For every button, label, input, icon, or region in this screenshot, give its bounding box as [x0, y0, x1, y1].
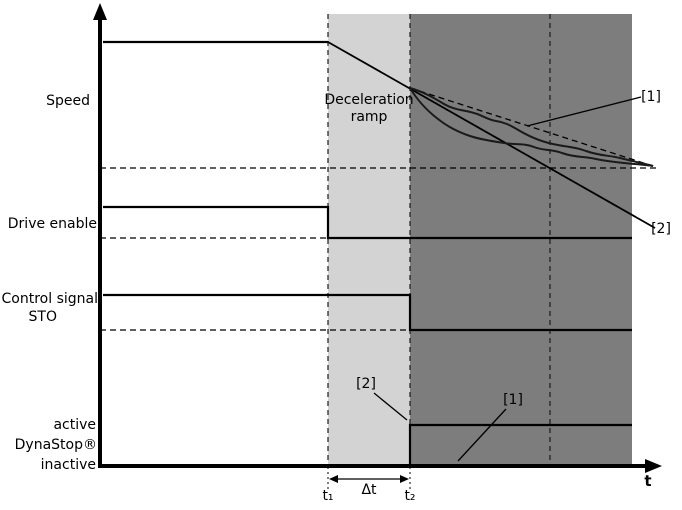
drive-enable-trace: [100, 205, 632, 240]
t2-label: t₂: [404, 488, 415, 504]
time-axis-label: t: [644, 472, 651, 490]
speed-label: Speed: [46, 93, 90, 109]
sto-line: [103, 293, 632, 332]
reference-labels: [1] [2] [2] [1]: [356, 89, 671, 408]
dynastop-active-line: [408, 423, 632, 464]
deceleration-ramp-region: [328, 14, 410, 466]
ref2-right-label: [2]: [651, 221, 671, 237]
ref2-bottom-label: [2]: [356, 376, 376, 392]
drive-enable-line: [103, 205, 632, 240]
delta-t-arrow-right-icon: [400, 475, 409, 483]
sto-trace: [100, 293, 632, 332]
t1-label: t₁: [322, 488, 333, 504]
axes: [93, 3, 662, 473]
ref1-top-leader-line: [526, 96, 642, 127]
ref1-top-label: [1]: [641, 89, 661, 105]
mean-deceleration-dashed-line: [409, 87, 654, 167]
control-signal-label: Control signal: [2, 291, 98, 307]
region-labels: Deceleration ramp: [324, 92, 413, 125]
drive-enable-label: Drive enable: [8, 216, 97, 232]
dynastop-label: DynaStop®: [15, 437, 97, 453]
delta-t-arrow-left-icon: [329, 475, 338, 483]
speed-traces: [100, 40, 657, 229]
dynastop-active-label: active: [53, 417, 96, 433]
y-axis-arrow-icon: [93, 3, 107, 20]
ref2-bottom-leader-line: [373, 392, 408, 421]
sto-label: STO: [29, 309, 57, 325]
ref1-bottom-leader-line: [457, 408, 507, 462]
x-axis-arrow-icon: [645, 459, 662, 473]
dynastop-trace: [408, 423, 632, 464]
deceleration-ramp-label-line1: Deceleration: [324, 92, 413, 108]
speed-curve-1-upper: [409, 87, 654, 167]
delta-t-label: Δt: [361, 482, 377, 498]
row-labels: Speed Drive enable Control signal STO ac…: [2, 93, 98, 473]
deceleration-ramp-label-line2: ramp: [351, 109, 388, 125]
after-t2-region: [410, 14, 632, 466]
deceleration-ramp-line: [327, 41, 656, 229]
dynastop-inactive-label: inactive: [41, 457, 96, 473]
speed-curve-2-lower: [409, 87, 654, 167]
reference-leaders: [373, 96, 642, 462]
axis-labels: t₁ Δt t₂ t: [322, 472, 651, 504]
shaded-regions: [328, 14, 632, 466]
ref1-bottom-label: [1]: [503, 392, 523, 408]
delta-t-annotation: [327, 467, 411, 492]
